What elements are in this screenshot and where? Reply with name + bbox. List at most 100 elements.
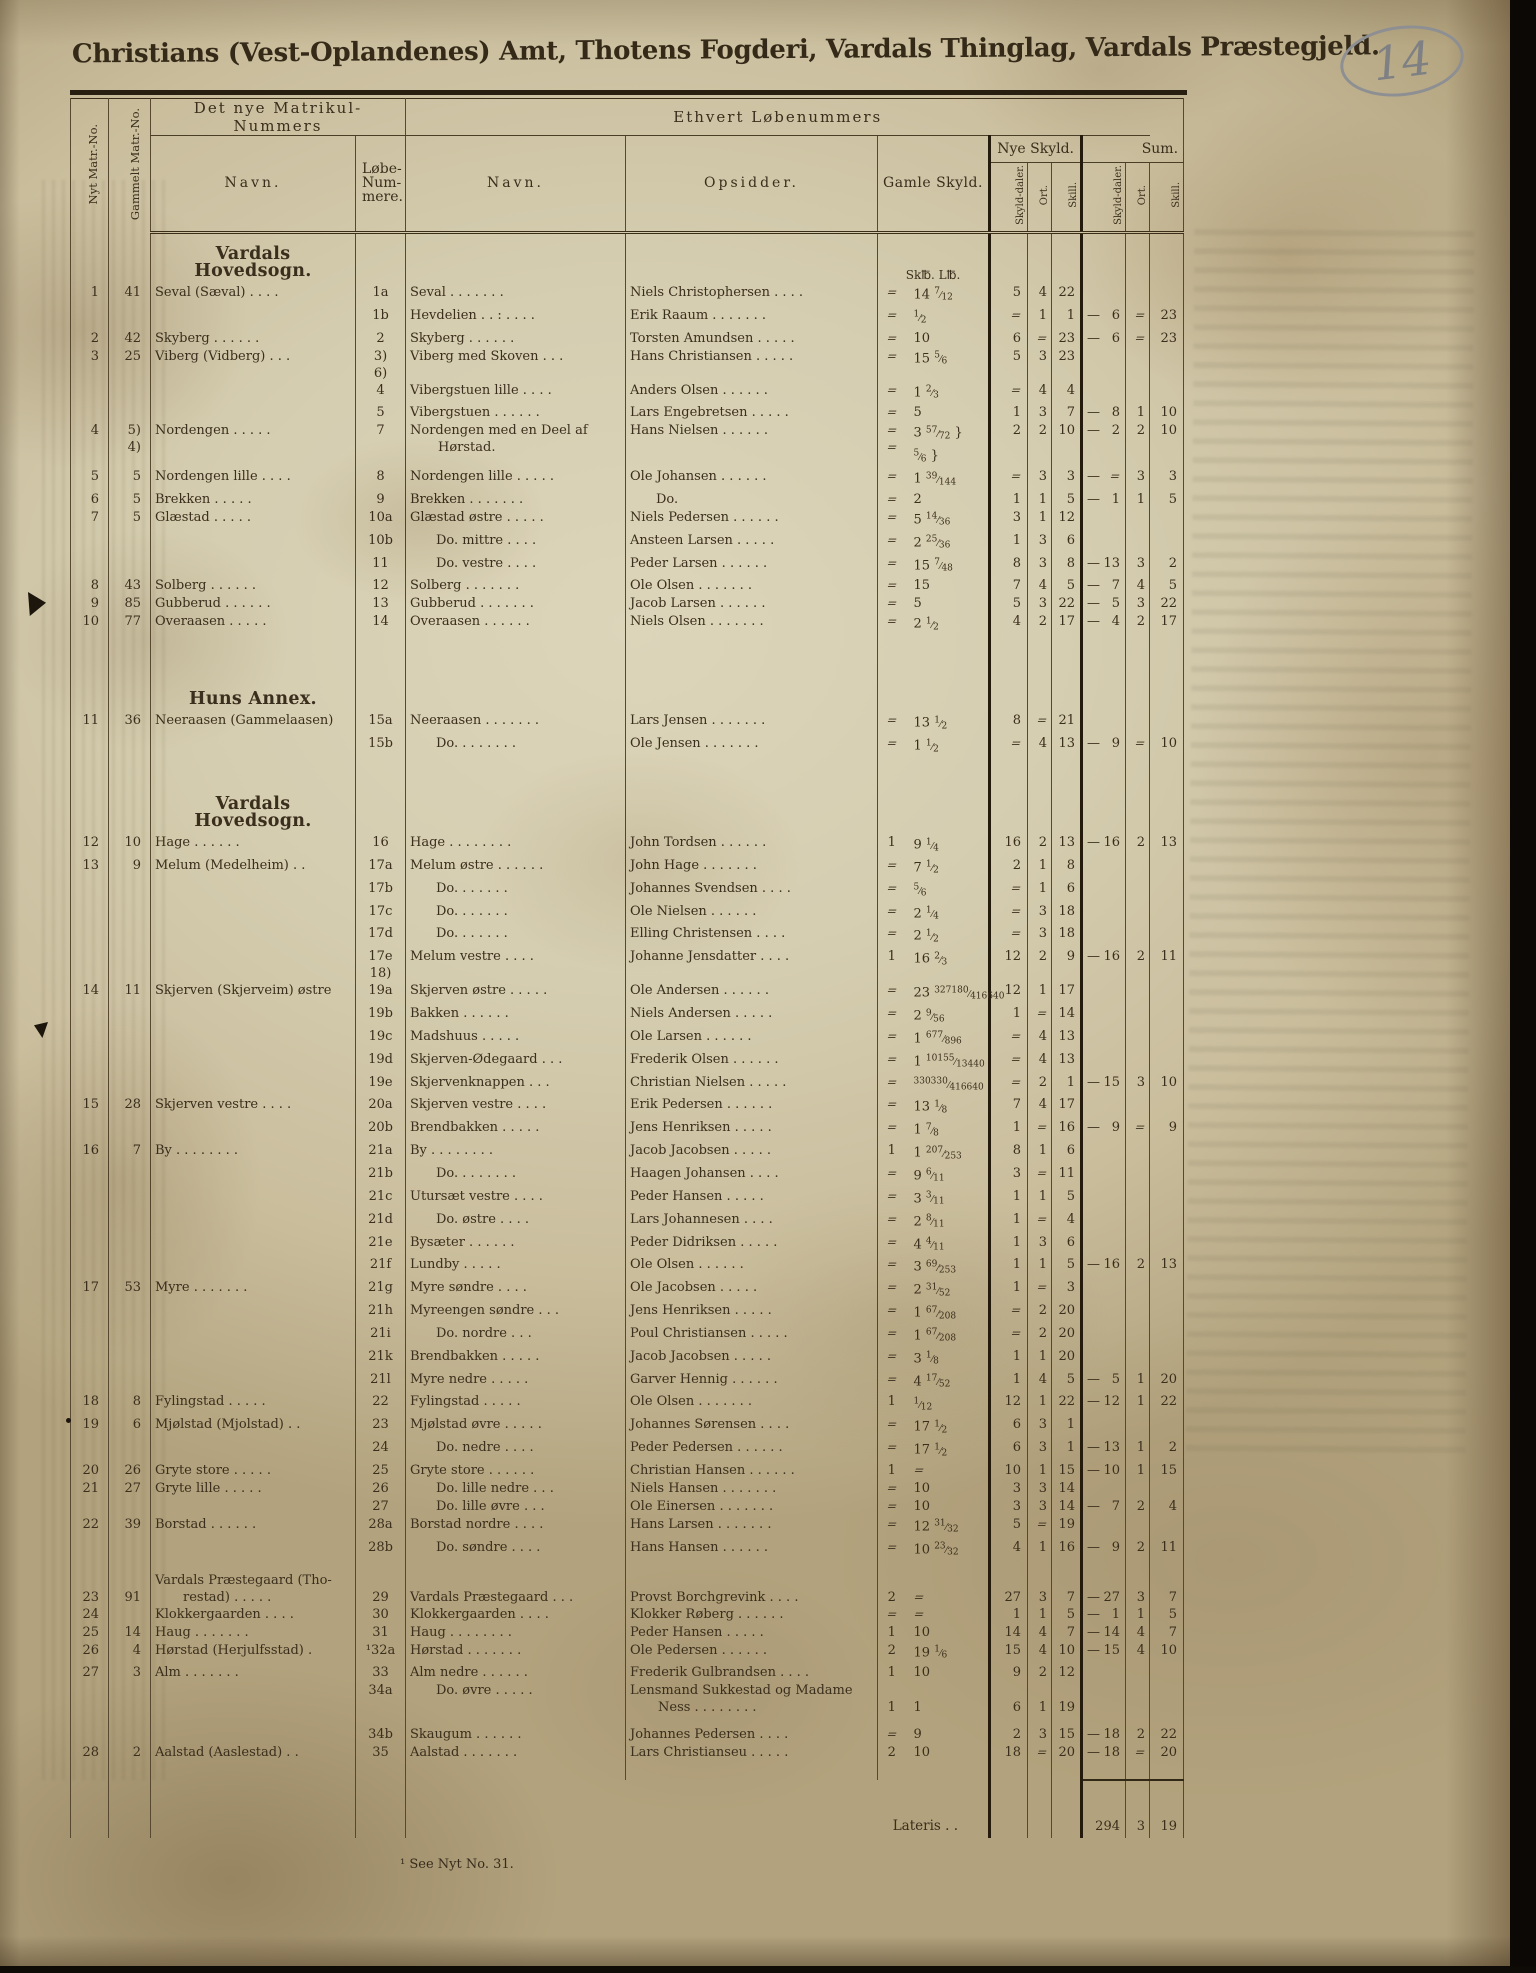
cell-opsidder: Ansteen Larsen . . . . . xyxy=(625,531,878,555)
cell-nye-skyld-daler xyxy=(988,662,1028,713)
cell-nye-skyld-skilling: 15 xyxy=(1051,1461,1082,1480)
column-header-sum-skill: Skill. xyxy=(1149,162,1184,234)
cell-lobenummer-name: Hage . . . . . . . . xyxy=(405,834,626,857)
cell-sum-ort xyxy=(1124,1682,1150,1717)
cell-sum-skilling xyxy=(1149,1233,1184,1257)
cell-sum-ort xyxy=(1124,758,1150,785)
cell-lobenummer-name: Myre søndre . . . . xyxy=(405,1279,626,1303)
section-heading-row: Vardals Hovedsogn. Sk℔. L℔. xyxy=(70,232,1184,284)
cell-sum-skylddaler: —1 xyxy=(1080,1605,1126,1624)
table-row: 22 39 Borstad . . . . . . 28a Borstad nordre… xyxy=(70,1515,1184,1539)
cell-lobe-no xyxy=(355,1780,406,1839)
cell-sum-ort xyxy=(1124,1416,1150,1440)
cell-nye-skyld-ort: 1 xyxy=(1027,1393,1052,1417)
cell-sum-ort: = xyxy=(1124,329,1150,348)
column-header-navn-2: Navn. xyxy=(405,135,626,234)
cell-nye-skyld-daler: = xyxy=(988,1050,1028,1074)
cell-new-matr-no xyxy=(70,925,109,949)
cell-lobenummer-name: Do. nedre . . . . xyxy=(405,1439,626,1462)
cell-sum-skilling: 10 xyxy=(1149,735,1184,759)
cell-nye-skyld-skilling: 12 xyxy=(1051,508,1082,532)
cell-lobe-no xyxy=(355,1561,406,1572)
cell-gamle-skyld-skippund: = xyxy=(877,404,906,423)
cell-nye-skyld-ort: 3 xyxy=(1027,902,1052,926)
cell-gamle-skyld-lispund: 3 57⁄72 } 5⁄6 } xyxy=(913,425,963,465)
table-row: 15 28 Skjerven vestre . . . . 20a Skjerven v… xyxy=(70,1096,1184,1120)
cell-sum-ort: 3 xyxy=(1124,468,1150,491)
cell-sum-skilling xyxy=(1149,758,1184,785)
cell-lobenummer-name: Skjerven østre . . . . . xyxy=(405,982,626,1006)
cell-gamle-skyld-skippund: = xyxy=(877,1347,906,1371)
cell-matrikul-name xyxy=(150,1210,356,1234)
cell-sum-skylddaler: —9 xyxy=(1080,735,1126,759)
cell-nye-skyld-skilling: 3 xyxy=(1051,1279,1082,1303)
cell-sum-skilling: 5 xyxy=(1149,577,1184,596)
cell-new-matr-no xyxy=(70,1347,109,1371)
cell-lobenummer-name: Brekken . . . . . . . xyxy=(405,490,626,509)
cell-sum-ort: = xyxy=(1124,735,1150,759)
cell-sum-ort: 2 xyxy=(1124,613,1150,637)
cell-opsidder: Peder Didriksen . . . . . xyxy=(625,1233,878,1257)
cell-opsidder: Poul Christiansen . . . . . xyxy=(625,1324,878,1348)
cell-nye-skyld-ort: = xyxy=(1027,1515,1052,1539)
cell-nye-skyld-ort: 1 xyxy=(1027,306,1052,330)
cell-old-matr-no xyxy=(108,1716,151,1727)
table-row: 18 8 Fylingstad . . . . . 22 Fylingstad . . … xyxy=(70,1393,1184,1417)
cell-nye-skyld-ort: 1 xyxy=(1027,490,1052,509)
cell-matrikul-name xyxy=(150,735,356,759)
cell-opsidder: Ole Jacobsen . . . . . xyxy=(625,1279,878,1303)
cell-sum-skylddaler: —12 xyxy=(1080,1393,1126,1417)
cell-nye-skyld-skilling: 20 xyxy=(1051,1324,1082,1348)
cell-gamle-skyld-skippund: 2 xyxy=(877,1571,906,1606)
cell-old-matr-no xyxy=(108,306,151,330)
table-row: 23 91 Vardals Præstegaard (Tho-restad) . .… xyxy=(70,1571,1184,1606)
cell-gamle-skyld-skippund: = xyxy=(877,1233,906,1257)
cell-matrikul-name xyxy=(150,1164,356,1188)
cell-opsidder xyxy=(625,636,878,663)
cell-matrikul-name: Glæstad . . . . . xyxy=(150,508,356,532)
cell-new-matr-no xyxy=(70,879,109,903)
cell-nye-skyld-daler xyxy=(988,1780,1028,1839)
table-row: 21c Utursæt vestre . . . . Peder Hansen . … xyxy=(70,1187,1184,1211)
cell-nye-skyld-ort: 1 xyxy=(1027,1347,1052,1371)
cell-opsidder: Ole Olsen . . . . . . xyxy=(625,1256,878,1280)
cell-old-matr-no xyxy=(108,1726,151,1745)
cell-sum-ort: 3 xyxy=(1124,1073,1150,1097)
cell-gamle-skyld-lispund: 10 xyxy=(913,1498,931,1514)
cell-opsidder: Niels Andersen . . . . . xyxy=(625,1005,878,1028)
cell-gamle-skyld-skippund: = xyxy=(877,1497,906,1516)
cell-nye-skyld-daler: 3 xyxy=(988,1479,1028,1498)
cell-gamle-skyld-lispund: 330330⁄416640 xyxy=(913,1076,984,1093)
cell-sum-skilling xyxy=(1149,662,1184,713)
cell-lobenummer-name: Myre nedre . . . . . xyxy=(405,1370,626,1394)
cell-matrikul-name: Gryte lille . . . . . xyxy=(150,1479,356,1498)
cell-gamle-skyld-lispund: 17 1⁄2 xyxy=(913,1442,948,1458)
table-row: 10b Do. mittre . . . . Ansteen Larsen . . … xyxy=(70,531,1184,555)
cell-lobe-no: 17a xyxy=(355,856,406,880)
cell-matrikul-name: Hage . . . . . . xyxy=(150,834,356,857)
cell-old-matr-no xyxy=(108,1050,151,1074)
cell-sum-ort: 1 xyxy=(1124,1393,1150,1417)
cell-matrikul-name xyxy=(150,1073,356,1097)
cell-new-matr-no: 4 xyxy=(70,422,109,469)
cell-nye-skyld-skilling: 1 xyxy=(1051,1073,1082,1097)
cell-nye-skyld-daler: 8 xyxy=(988,554,1028,578)
cell-lobe-no: 28a xyxy=(355,1515,406,1539)
column-header-nye-skylddaler: Skyld-daler. xyxy=(988,162,1028,234)
cell-sum-skilling: 2 xyxy=(1149,1439,1184,1462)
cell-gamle-skyld-lispund: 1 7⁄8 xyxy=(913,1122,939,1139)
cell-lobenummer-name: Glæstad østre . . . . . xyxy=(405,508,626,532)
cell-gamle-skyld-lispund xyxy=(906,758,990,784)
cell-sum-skilling xyxy=(1149,1664,1184,1683)
cell-sum-skylddaler: —7 xyxy=(1080,577,1126,596)
cell-sum-skylddaler xyxy=(1080,1324,1126,1348)
spacer-row xyxy=(70,636,1184,663)
table-row: 19e Skjervenknappen . . . Christian Nielse… xyxy=(70,1073,1184,1097)
cell-sum-skilling xyxy=(1149,1479,1184,1498)
cell-old-matr-no: 10 xyxy=(108,834,151,857)
cell-sum-ort xyxy=(1124,1324,1150,1348)
cell-old-matr-no xyxy=(108,758,151,785)
table-row: 14 11 Skjerven (Skjerveim) østre 19a Skjerve… xyxy=(70,982,1184,1006)
cell-gamle-skyld-skippund: = xyxy=(877,1324,906,1348)
cell-matrikul-name: Haug . . . . . . . xyxy=(150,1623,356,1642)
